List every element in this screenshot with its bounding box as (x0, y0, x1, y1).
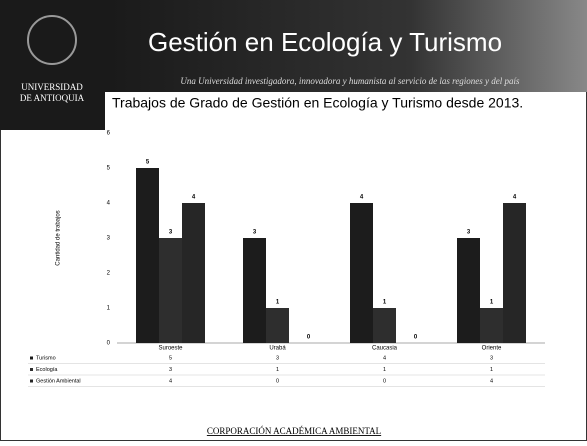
bar (503, 203, 526, 343)
chart-title: Trabajos de Grado de Gestión en Ecología… (112, 95, 523, 111)
legend-key (30, 380, 33, 383)
x-tick-label: Suroeste (158, 346, 183, 352)
bar (457, 238, 480, 343)
x-tick-label: Caucasia (372, 346, 398, 352)
legend-key (30, 368, 33, 371)
bar (350, 203, 373, 343)
table-cell: 1 (276, 367, 279, 373)
table-cell: 3 (490, 355, 493, 361)
table-cell: 0 (383, 378, 386, 384)
logo-block (0, 0, 105, 130)
table-cell: 4 (169, 378, 172, 384)
bar (159, 238, 182, 343)
table-cell: 4 (383, 355, 386, 361)
table-cell: 1 (383, 367, 386, 373)
table-cell: 5 (169, 355, 172, 361)
x-tick-label: Urabá (269, 346, 286, 352)
bar (136, 168, 159, 343)
footer: CORPORACIÓN ACADÉMICA AMBIENTAL (207, 426, 381, 436)
bar (480, 308, 503, 343)
table-cell: 3 (276, 355, 279, 361)
x-tick-label: Oriente (482, 346, 502, 352)
bar (243, 238, 266, 343)
table-cell: 1 (490, 367, 493, 373)
legend-label: Turismo (36, 355, 56, 361)
logo-text: DE ANTIOQUIA (20, 93, 85, 103)
bar (373, 308, 396, 343)
slide-title: Gestión en Ecología y Turismo (148, 27, 502, 57)
table-cell: 4 (490, 378, 493, 384)
bar (182, 203, 205, 343)
table-cell: 0 (276, 378, 279, 384)
y-axis-label: Cantidad de trabajos (56, 210, 62, 265)
logo-text: UNIVERSIDAD (21, 82, 83, 92)
slide: UNIVERSIDAD DE ANTIOQUIA Gestión en Ecol… (0, 0, 587, 441)
legend-key (30, 357, 33, 360)
legend-label: Ecología (36, 367, 58, 373)
slide-subtitle: Una Universidad investigadora, innovador… (180, 76, 520, 86)
legend-label: Gestión Ambiental (36, 378, 81, 384)
table-cell: 3 (169, 367, 172, 373)
bar (266, 308, 289, 343)
